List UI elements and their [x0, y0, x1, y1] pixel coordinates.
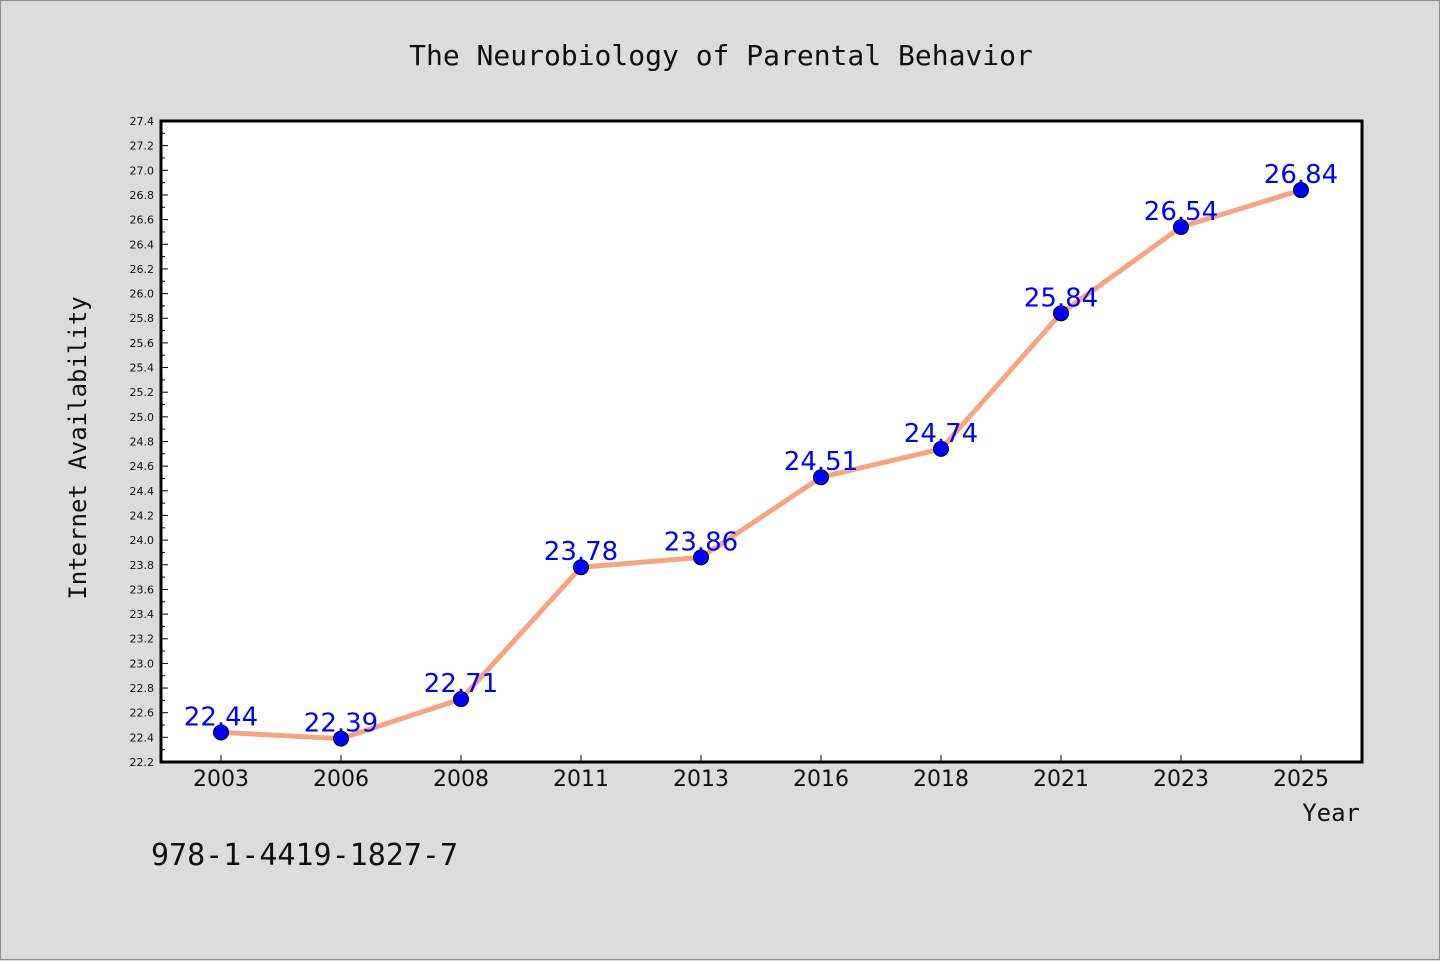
y-tick-label: 24.8 — [130, 436, 155, 449]
data-label: 23.86 — [664, 527, 738, 557]
x-tick-label: 2003 — [193, 767, 249, 792]
y-axis: 22.2 22.4 22.6 22.8 23.0 23.2 23.4 23.6 23.8 24.0… — [130, 115, 168, 769]
chart-title: The Neurobiology of Parental Behavior — [409, 39, 1033, 72]
y-tick-label: 27.2 — [130, 140, 155, 153]
y-tick-label: 24.6 — [130, 460, 155, 473]
data-point — [813, 469, 829, 486]
y-tick-label: 25.4 — [130, 362, 155, 375]
y-tick-label: 23.2 — [130, 633, 155, 646]
y-tick-label: 23.0 — [130, 657, 155, 670]
y-tick-label: 22.8 — [130, 682, 155, 695]
data-point — [693, 549, 709, 566]
x-tick-label: 2006 — [313, 767, 369, 792]
y-tick-label: 24.2 — [130, 509, 155, 522]
y-tick-label: 25.0 — [130, 411, 155, 424]
y-tick-label: 23.4 — [130, 608, 155, 621]
data-label: 23.78 — [544, 537, 618, 567]
y-tick-label: 23.6 — [130, 583, 155, 596]
y-tick-label: 22.4 — [130, 731, 155, 744]
data-point — [1053, 305, 1069, 322]
y-tick-label: 25.6 — [130, 337, 155, 350]
series: 22.44 22.39 22.71 23.78 23.86 24.51 24.74 25.84… — [184, 160, 1338, 747]
data-point — [333, 730, 349, 747]
y-tick-label: 26.2 — [130, 263, 155, 276]
y-tick-label: 27.0 — [130, 164, 155, 177]
x-tick-label: 2021 — [1033, 767, 1089, 792]
y-tick-label: 26.4 — [130, 238, 155, 251]
y-tick-label: 24.4 — [130, 485, 155, 498]
y-tick-label: 25.2 — [130, 386, 155, 399]
y-axis-label: Internet Availability — [64, 296, 92, 599]
data-point — [573, 559, 589, 576]
y-tick-label: 26.8 — [130, 189, 155, 202]
data-point — [213, 724, 229, 741]
data-point — [933, 440, 949, 457]
x-axis-label: Year — [1302, 799, 1360, 827]
x-tick-label: 2011 — [553, 767, 609, 792]
y-tick-label: 22.2 — [130, 756, 155, 769]
x-tick-label: 2008 — [433, 767, 489, 792]
data-label: 26.84 — [1264, 160, 1338, 190]
data-label: 26.54 — [1144, 197, 1218, 227]
x-tick-label: 2023 — [1153, 767, 1209, 792]
data-point — [453, 691, 469, 708]
y-tick-label: 27.4 — [130, 115, 155, 128]
y-tick-label: 22.6 — [130, 707, 155, 720]
data-label: 24.74 — [904, 419, 978, 449]
x-tick-label: 2013 — [673, 767, 729, 792]
data-label: 22.71 — [424, 669, 498, 699]
y-tick-label: 24.0 — [130, 534, 155, 547]
data-point — [1173, 219, 1189, 236]
y-tick-label: 26.6 — [130, 214, 155, 227]
x-tick-label: 2025 — [1273, 767, 1329, 792]
plot-area — [159, 119, 1364, 764]
data-point — [1293, 182, 1309, 199]
x-tick-label: 2018 — [913, 767, 969, 792]
y-tick-label: 26.0 — [130, 288, 155, 301]
series-line — [218, 187, 1304, 742]
x-tick-label: 2016 — [793, 767, 849, 792]
data-label: 25.84 — [1024, 283, 1098, 313]
y-tick-label: 23.8 — [130, 559, 155, 572]
data-label: 22.39 — [304, 709, 378, 739]
isbn-text: 978-1-4419-1827-7 — [151, 838, 458, 873]
data-label: 24.51 — [784, 447, 858, 477]
y-tick-label: 25.8 — [130, 312, 155, 325]
data-label: 22.44 — [184, 702, 258, 732]
x-axis: 2003 2006 2008 2011 2013 2016 2018 2021 2023 2025 — [193, 755, 1329, 792]
